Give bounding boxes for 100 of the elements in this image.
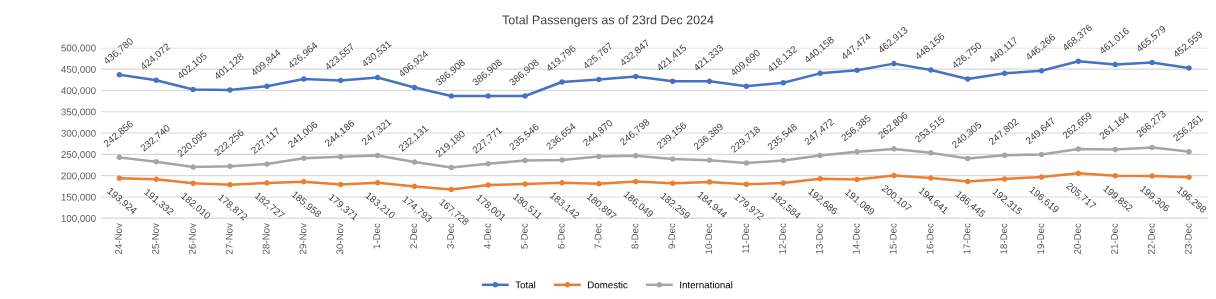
- point: [301, 76, 307, 82]
- point: [374, 180, 381, 186]
- x-tick-label: 10-Dec: [705, 223, 713, 254]
- x-tick-label: 16-Dec: [926, 223, 934, 254]
- point: [632, 178, 639, 185]
- point: [928, 67, 934, 73]
- point: [596, 181, 602, 187]
- point: [559, 79, 565, 85]
- x-tick-label: 29-Nov: [299, 223, 307, 254]
- point: [264, 180, 270, 186]
- x-tick-label: 28-Nov: [262, 223, 270, 254]
- point: [964, 76, 971, 82]
- point: [1149, 144, 1155, 151]
- x-tick-label: 13-Dec: [815, 223, 823, 254]
- point: [1186, 148, 1192, 155]
- point: [448, 93, 455, 99]
- x-tick-label: 17-Dec: [963, 223, 971, 254]
- x-tick-label: 26-Nov: [188, 223, 196, 254]
- legend-label: Domestic: [588, 281, 628, 289]
- point: [891, 146, 897, 152]
- point: [153, 176, 160, 183]
- x-tick-label: 24-Nov: [115, 223, 122, 254]
- x-tick-label: 11-Dec: [742, 223, 750, 254]
- point: [190, 180, 196, 187]
- point: [522, 181, 528, 187]
- x-tick-label: 4-Dec: [484, 223, 491, 249]
- point: [669, 180, 676, 186]
- point: [485, 161, 492, 167]
- x-tick-label: 7-Dec: [594, 223, 602, 249]
- x-tick-label: 30-Nov: [336, 223, 344, 255]
- point: [559, 157, 565, 163]
- x-tick-label: 25-Nov: [151, 223, 159, 254]
- point: [1001, 70, 1008, 77]
- point: [153, 77, 160, 83]
- point: [1075, 58, 1082, 65]
- point: [964, 178, 971, 185]
- point: [374, 74, 381, 81]
- point: [596, 76, 602, 83]
- legend-label: International: [680, 281, 733, 289]
- point: [1149, 173, 1155, 179]
- point: [964, 155, 971, 162]
- x-tick-label: 8-Dec: [631, 223, 639, 249]
- point: [485, 93, 492, 99]
- point: [706, 157, 713, 163]
- point: [337, 181, 344, 188]
- point: [190, 86, 196, 93]
- point: [1038, 67, 1045, 74]
- point: [706, 179, 713, 185]
- point: [522, 157, 528, 164]
- point: [411, 183, 418, 190]
- y-tick-label: 150,000: [61, 193, 96, 202]
- point: [1149, 59, 1155, 66]
- point: [448, 164, 455, 171]
- point: [780, 79, 787, 86]
- point: [227, 87, 233, 93]
- point: [559, 180, 565, 186]
- point: [485, 182, 492, 188]
- point: [227, 181, 233, 188]
- point: [264, 161, 270, 167]
- x-tick-label: 23-Dec: [1184, 223, 1192, 254]
- x-tick-label: 12-Dec: [779, 223, 786, 254]
- point: [1001, 152, 1008, 159]
- x-tick-label: 3-Dec: [447, 223, 454, 249]
- point: [928, 175, 934, 181]
- point: [854, 67, 860, 73]
- point: [854, 148, 860, 155]
- x-tick-label: 27-Nov: [225, 223, 233, 254]
- point: [1038, 151, 1045, 158]
- point: [632, 73, 639, 80]
- point: [632, 152, 639, 159]
- y-tick-label: 200,000: [61, 172, 96, 181]
- point: [116, 154, 123, 161]
- point: [743, 181, 750, 187]
- point: [153, 158, 160, 165]
- point: [817, 176, 823, 182]
- x-tick-label: 1-Dec: [373, 223, 381, 249]
- x-tick-label: 6-Dec: [557, 223, 565, 249]
- point: [817, 70, 823, 77]
- point: [1186, 65, 1192, 71]
- point: [116, 175, 123, 182]
- y-tick-label: 400,000: [61, 87, 96, 96]
- point: [522, 93, 528, 99]
- x-tick-label: 21-Dec: [1111, 223, 1118, 254]
- point: [411, 159, 418, 165]
- x-tick-label: 15-Dec: [889, 223, 897, 254]
- point: [817, 152, 823, 159]
- chart-title: Total Passengers as of 23rd Dec 2024: [502, 15, 714, 27]
- point: [337, 77, 344, 84]
- point: [1112, 172, 1119, 179]
- legend-label: Total: [515, 281, 536, 289]
- x-tick-label: 22-Dec: [1147, 223, 1155, 254]
- y-tick-label: 350,000: [61, 108, 96, 117]
- y-tick-label: 450,000: [61, 65, 96, 74]
- point: [1075, 146, 1082, 152]
- point: [596, 153, 602, 160]
- point: [780, 157, 787, 164]
- point: [1075, 170, 1082, 177]
- x-tick-label: 14-Dec: [852, 223, 860, 254]
- point: [1112, 61, 1119, 68]
- point: [1186, 174, 1192, 181]
